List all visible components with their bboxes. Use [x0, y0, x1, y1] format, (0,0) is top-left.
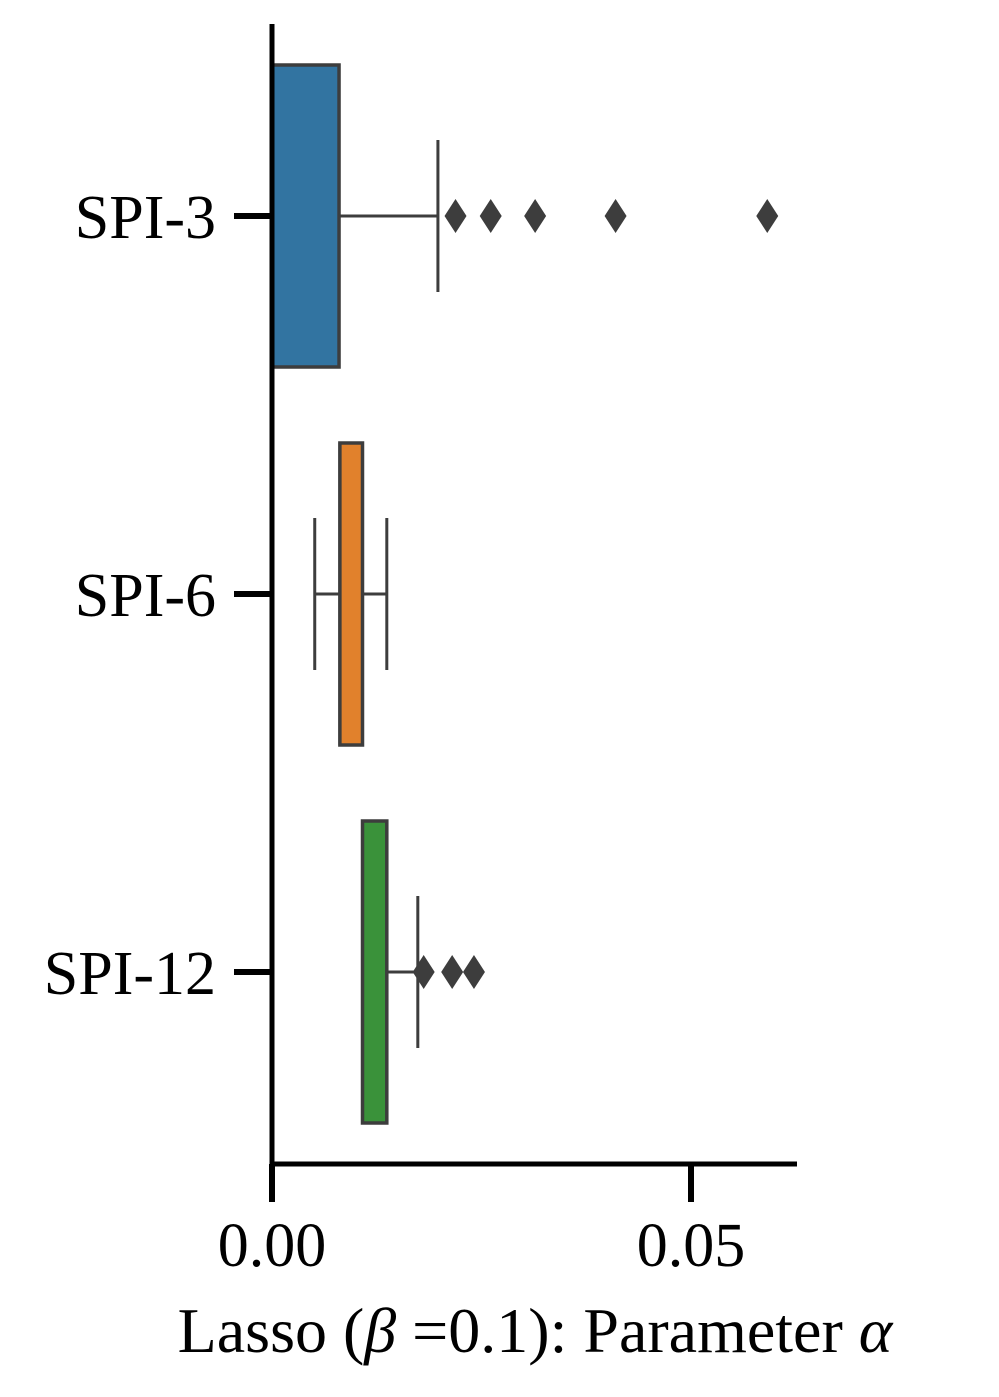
box-group-spi-3: [270, 63, 779, 369]
boxes-layer: [270, 63, 779, 1125]
outlier-spi-12-3: [462, 955, 485, 989]
outlier-spi-12-1: [412, 955, 435, 989]
outlier-spi-3-1: [444, 199, 467, 233]
x-axis-title: Lasso (β =0.1): Parameter α: [178, 1295, 894, 1366]
y-tick-label-spi-12: SPI-12: [44, 940, 216, 1008]
y-tick-label-spi-3: SPI-3: [75, 184, 216, 252]
alpha-symbol: α: [859, 1295, 894, 1366]
x-ticks: 0.00 0.05: [218, 1164, 746, 1280]
outlier-spi-3-3: [524, 199, 547, 233]
beta-symbol: β: [362, 1295, 396, 1366]
box-spi-6: [338, 441, 365, 747]
x-tick-label-1: 0.00: [218, 1212, 327, 1280]
outlier-spi-12-2: [441, 955, 464, 989]
y-ticks: SPI-3 SPI-6 SPI-12: [44, 184, 272, 1008]
box-group-spi-12: [360, 819, 485, 1125]
outlier-spi-3-2: [479, 199, 502, 233]
outlier-spi-3-4: [604, 199, 627, 233]
box-spi-12: [360, 819, 389, 1125]
box-spi-3: [270, 63, 341, 369]
box-group-spi-6: [313, 441, 389, 747]
y-tick-label-spi-6: SPI-6: [75, 562, 216, 630]
outlier-spi-3-5: [756, 199, 779, 233]
x-tick-label-2: 0.05: [637, 1212, 746, 1280]
